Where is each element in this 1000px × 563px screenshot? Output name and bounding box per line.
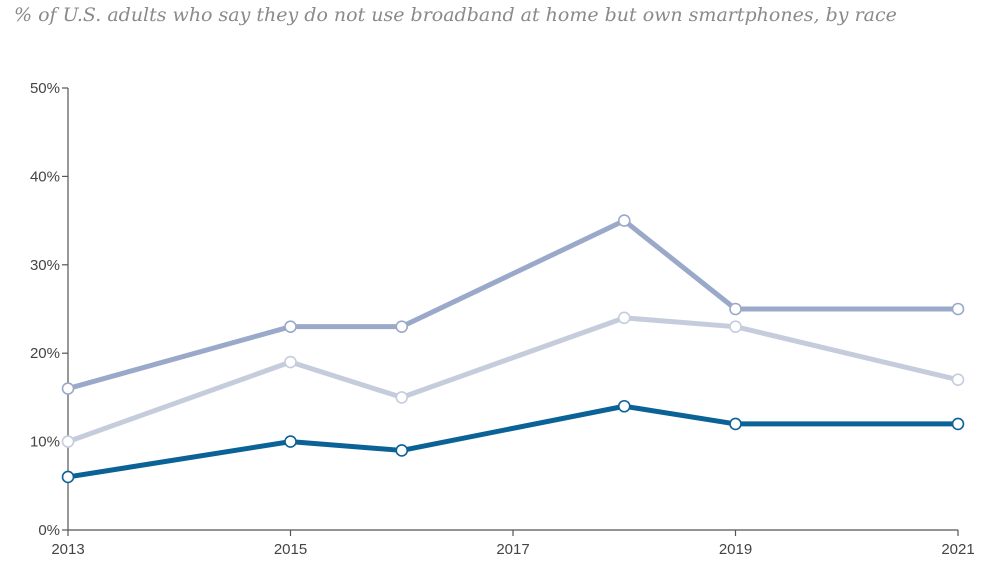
y-tick-label: 10% [30,434,60,451]
data-point-middle [395,391,409,404]
data-point-upper [395,320,409,333]
x-tick-label: 2015 [274,541,307,558]
data-point-upper [617,214,631,227]
series-line-middle [65,315,961,445]
series-points [61,214,965,484]
data-point-upper [61,382,75,395]
data-point-lower [61,470,75,484]
x-tick-label: 2013 [51,541,84,558]
data-point-middle [61,435,75,448]
x-tick-label: 2021 [941,541,974,558]
data-point-lower [617,399,631,413]
data-point-middle [284,355,297,369]
series-lines [65,218,961,480]
x-tick-label: 2017 [496,541,529,558]
y-tick-label: 30% [30,257,60,274]
series-line-upper [65,218,961,392]
series-line-lower [65,403,961,480]
chart-subtitle: % of U.S. adults who say they do not use… [14,4,897,26]
x-tick-label: 2019 [719,541,752,558]
y-tick-label: 20% [30,345,60,362]
data-point-upper [951,302,965,316]
data-point-lower [729,417,742,431]
data-point-lower [951,417,965,431]
data-point-middle [617,311,631,325]
data-point-middle [729,320,742,333]
data-point-upper [284,320,297,333]
y-tick-label: 0% [38,522,60,539]
data-point-middle [951,373,965,387]
data-point-lower [284,435,297,448]
y-tick-label: 50% [30,80,60,97]
data-point-lower [395,444,409,457]
chart-axes: 0% 10% 20% 30% 40% 50% 2013 2015 2017 2019 2021 [30,80,975,558]
y-tick-label: 40% [30,168,60,185]
data-point-upper [729,302,742,316]
